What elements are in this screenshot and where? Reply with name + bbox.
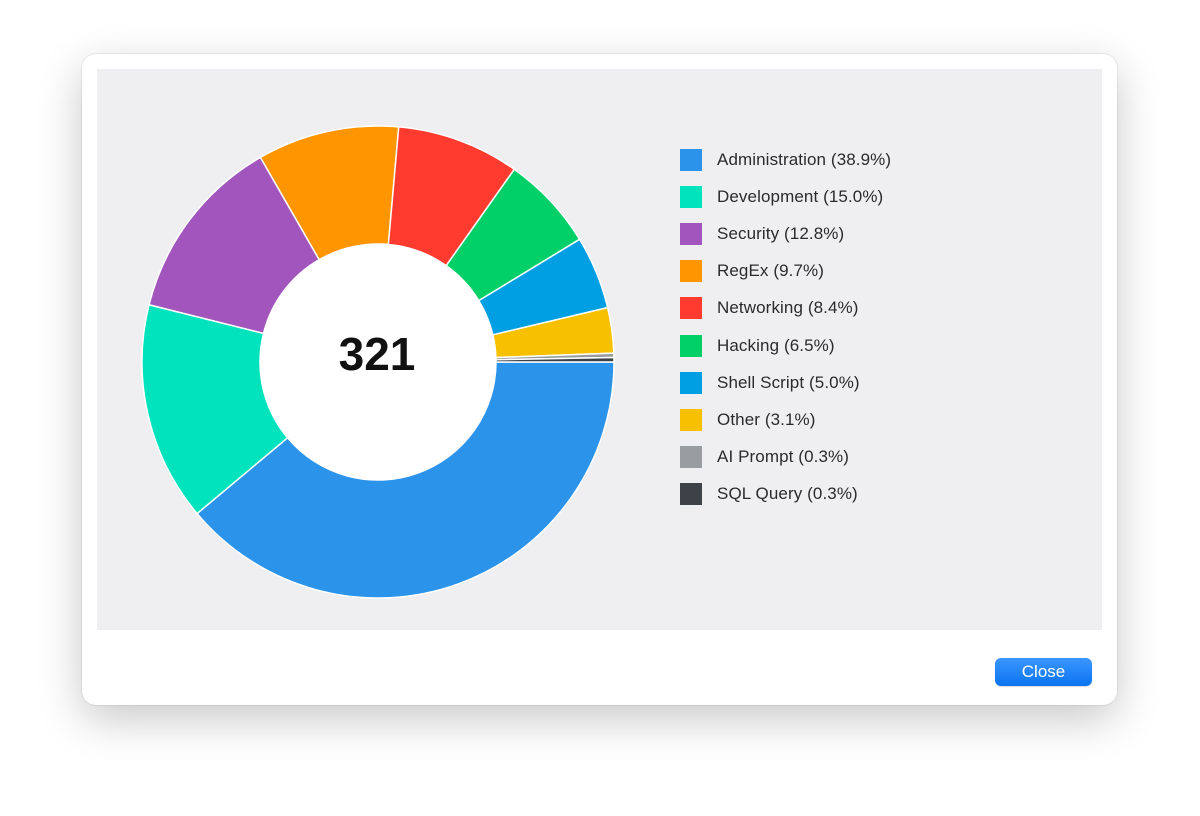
legend-item: SQL Query (0.3%) [680,476,891,513]
legend-swatch [680,446,702,469]
legend-label: Other (3.1%) [717,409,816,429]
legend-swatch [680,260,702,283]
close-button[interactable]: Close [995,658,1092,686]
legend-item: Hacking (6.5%) [680,327,891,364]
legend-swatch [680,408,702,431]
legend-item: Administration (38.9%) [680,141,891,178]
legend-item: RegEx (9.7%) [680,253,891,290]
center-total-label: 321 [338,328,416,380]
legend-item: Other (3.1%) [680,401,891,438]
chart-legend: Administration (38.9%) Development (15.0%… [680,141,891,513]
legend-swatch [680,371,702,394]
legend-label: Development (15.0%) [717,186,884,206]
legend-label: RegEx (9.7%) [717,261,825,281]
legend-swatch [680,222,702,245]
donut-chart [141,125,615,599]
legend-item: Development (15.0%) [680,178,891,215]
legend-swatch [680,297,702,320]
legend-label: SQL Query (0.3%) [717,484,858,504]
legend-item: AI Prompt (0.3%) [680,439,891,476]
legend-swatch [680,334,702,357]
legend-swatch [680,185,702,208]
legend-label: Security (12.8%) [717,223,845,243]
legend-label: Shell Script (5.0%) [717,372,860,392]
legend-label: AI Prompt (0.3%) [717,447,849,467]
donut-center-hole [260,244,496,480]
chart-panel: 321 Administration (38.9%) Development (1… [97,69,1102,630]
legend-item: Shell Script (5.0%) [680,364,891,401]
legend-swatch [680,483,702,506]
legend-label: Administration (38.9%) [717,149,892,169]
legend-item: Security (12.8%) [680,215,891,252]
legend-label: Networking (8.4%) [717,298,859,318]
legend-item: Networking (8.4%) [680,290,891,327]
legend-swatch [680,148,702,171]
category-chart-dialog: 321 Administration (38.9%) Development (1… [82,54,1117,705]
legend-label: Hacking (6.5%) [717,335,835,355]
